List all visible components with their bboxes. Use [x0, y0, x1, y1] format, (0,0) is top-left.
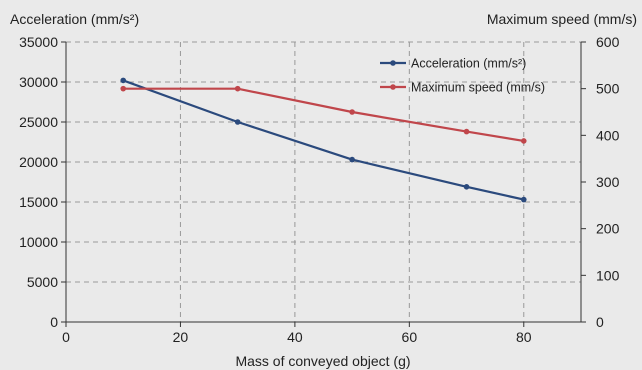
y-right-tick-label: 500	[596, 81, 620, 97]
y-right-tick-label: 300	[596, 174, 620, 190]
data-point-maximum-speed	[234, 85, 241, 92]
x-axis-title: Mass of conveyed object (g)	[235, 353, 410, 369]
legend-marker-maximum-speed	[390, 84, 396, 90]
y-left-tick-label: 0	[50, 314, 58, 330]
y-right-tick-label: 400	[596, 127, 620, 143]
x-tick-label: 0	[62, 329, 70, 345]
x-tick-label: 20	[173, 329, 189, 345]
series-line-acceleration	[122, 79, 525, 201]
data-point-maximum-speed	[520, 138, 527, 144]
data-point-acceleration	[120, 77, 127, 84]
x-tick-label: 40	[287, 329, 303, 345]
data-point-maximum-speed	[463, 128, 470, 135]
y-left-tick-label: 5000	[27, 274, 58, 290]
y-left-tick-label: 35000	[19, 34, 58, 50]
axes	[61, 41, 586, 327]
y-left-tick-label: 15000	[19, 194, 58, 210]
series	[120, 77, 527, 203]
y-right-tick-label: 0	[596, 314, 604, 330]
legend-marker-acceleration	[390, 60, 396, 66]
y-left-tick-label: 10000	[19, 234, 58, 250]
data-point-acceleration	[520, 196, 527, 203]
data-point-acceleration	[349, 156, 355, 163]
data-point-maximum-speed	[349, 109, 355, 115]
y-left-axis-title: Acceleration (mm/s²)	[10, 11, 139, 27]
x-tick-label: 60	[402, 329, 418, 345]
series-line-maximum-speed	[123, 87, 524, 142]
y-right-axis-title: Maximum speed (mm/s)	[487, 11, 637, 27]
y-left-tick-label: 20000	[19, 154, 58, 170]
y-right-tick-label: 600	[596, 34, 620, 50]
x-tick-label: 80	[516, 329, 532, 345]
tick-labels: 0500010000150002000025000300003500001002…	[19, 34, 620, 345]
legend: Acceleration (mm/s²) Maximum speed (mm/s)	[380, 57, 545, 95]
y-right-tick-label: 100	[596, 267, 620, 283]
y-left-tick-label: 25000	[19, 114, 58, 130]
data-point-maximum-speed	[120, 85, 127, 92]
legend-label-maximum-speed: Maximum speed (mm/s)	[411, 81, 545, 95]
data-point-acceleration	[234, 119, 241, 125]
legend-label-acceleration: Acceleration (mm/s²)	[411, 57, 526, 71]
y-left-tick-label: 30000	[19, 74, 58, 90]
y-right-tick-label: 200	[596, 221, 620, 237]
data-point-acceleration	[463, 184, 470, 190]
